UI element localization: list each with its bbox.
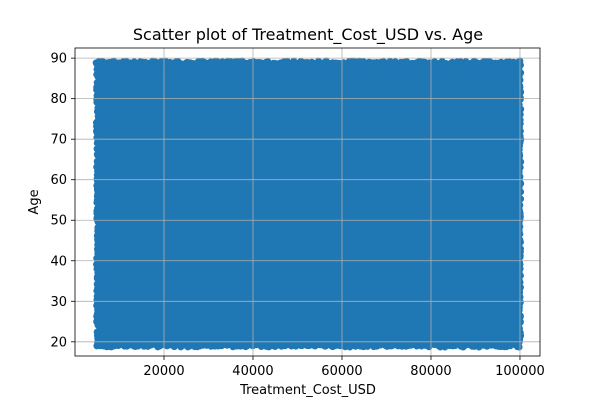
scatter-point (413, 342, 421, 350)
x-tick-label: 60000 (321, 364, 362, 379)
scatter-point (517, 283, 524, 291)
scatter-point (93, 182, 101, 189)
scatter-point (292, 342, 300, 350)
scatter-point (94, 224, 102, 231)
scatter-point (517, 318, 524, 326)
y-axis-label: Age (27, 189, 42, 214)
x-axis-label: Treatment_Cost_USD (239, 383, 376, 398)
scatter-point (442, 59, 450, 67)
scatter-point (403, 58, 411, 65)
scatter-point (298, 342, 306, 350)
scatter-point (94, 204, 101, 212)
scatter-point (340, 59, 348, 67)
plot-area: 20000 40000 60000 80000 100000 20 30 40 50 60 70 80… (50, 47, 545, 379)
scatter-point (264, 58, 272, 65)
scatter-point (321, 342, 329, 350)
scatter-point (94, 60, 102, 67)
point-cloud-core (97, 62, 520, 346)
scatter-point (177, 59, 184, 67)
scatter-point (516, 324, 523, 332)
y-tick-label: 60 (50, 173, 67, 188)
x-tick-label: 100000 (495, 364, 545, 379)
scatter-point (186, 342, 193, 350)
y-tick-label: 90 (50, 52, 67, 67)
x-tick-label: 40000 (232, 364, 273, 379)
x-tick-label: 20000 (143, 364, 184, 379)
scatter-point (388, 342, 396, 350)
scatter-point (451, 342, 459, 350)
scatter-point (93, 66, 101, 73)
y-tick-label: 70 (50, 133, 67, 148)
scatter-point (93, 145, 101, 153)
y-tick-label: 50 (50, 214, 67, 229)
axes-frame (74, 47, 541, 357)
scatter-point (147, 341, 155, 349)
scatter-point (93, 157, 101, 165)
chart-title: Scatter plot of Treatment_Cost_USD vs. A… (133, 25, 483, 45)
scatter-point (515, 343, 523, 351)
scatter-point (93, 280, 101, 288)
scatter-point (517, 94, 524, 102)
scatter-point (94, 104, 102, 112)
scatter-point (93, 318, 100, 325)
scatter-point (515, 101, 523, 109)
scatter-point (352, 342, 359, 350)
scatter-point (93, 214, 101, 222)
scatter-point (93, 79, 101, 87)
y-tick-label: 40 (50, 254, 67, 269)
scatter-point (517, 195, 525, 203)
scatter-point (213, 57, 221, 65)
scatter-points (92, 57, 525, 351)
scatter-point (134, 342, 142, 350)
scatter-point (243, 342, 251, 350)
y-tick-label: 80 (50, 92, 67, 107)
y-tick-label: 30 (50, 295, 67, 310)
y-tick-label: 20 (50, 335, 67, 350)
scatter-point (94, 328, 102, 336)
scatter-point (93, 292, 101, 300)
x-tick-label: 80000 (410, 364, 451, 379)
